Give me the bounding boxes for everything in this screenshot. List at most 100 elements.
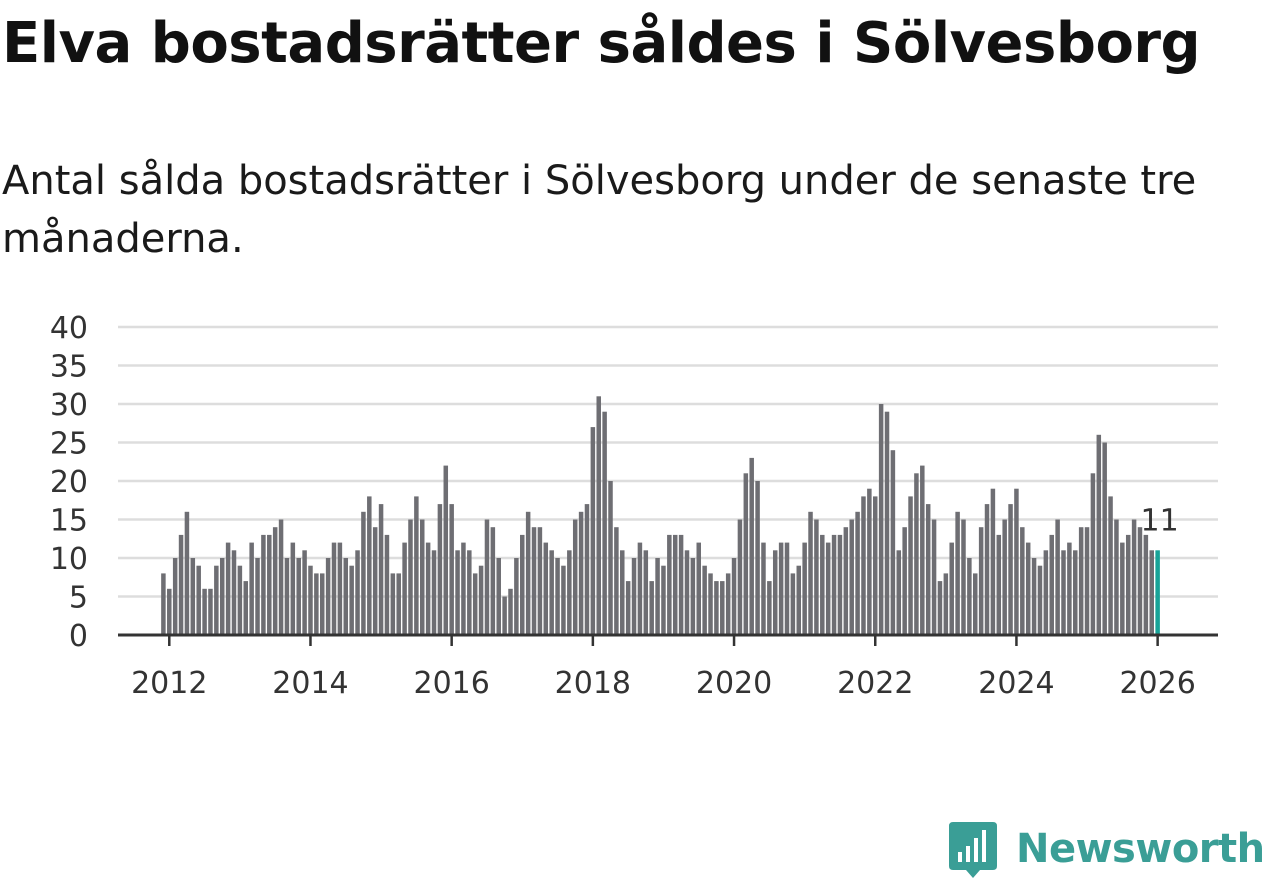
- bar: [219, 558, 225, 635]
- y-tick-label: 20: [50, 465, 88, 500]
- bar: [661, 565, 666, 635]
- newsworthy-logo[interactable]: Newsworthy: [948, 818, 1262, 880]
- bar: [608, 481, 613, 635]
- bar: [390, 573, 396, 635]
- bar: [837, 534, 843, 635]
- x-tick-label: 2024: [978, 666, 1054, 701]
- bar: [367, 496, 372, 635]
- bar: [784, 542, 790, 635]
- bar: [284, 558, 290, 635]
- x-axis-ticks: 2012 2014 2016 2018 2020 2022 2024 2026: [131, 635, 1196, 701]
- y-tick-label: 40: [50, 311, 88, 346]
- bar: [1143, 534, 1149, 635]
- bar: [737, 519, 743, 635]
- bar: [1084, 527, 1090, 635]
- bar: [1049, 534, 1054, 635]
- bar: [684, 550, 690, 635]
- bar: [631, 558, 637, 635]
- bar: [337, 542, 343, 635]
- bar: [531, 527, 537, 635]
- bar: [984, 504, 990, 635]
- bar: [296, 558, 301, 635]
- bar: [890, 450, 896, 635]
- bar: [820, 534, 825, 635]
- bar: [402, 542, 407, 635]
- bar: [1096, 434, 1102, 635]
- bar: [525, 511, 531, 635]
- bar: [1067, 542, 1072, 635]
- bar: [620, 550, 625, 635]
- bar: [872, 496, 878, 635]
- bar: [302, 550, 307, 635]
- bar: [343, 558, 349, 635]
- bar: [249, 542, 254, 635]
- bar: [637, 542, 643, 635]
- bar: [1125, 534, 1131, 635]
- bar: [1102, 442, 1107, 635]
- bar: [1025, 542, 1031, 635]
- bar: [931, 519, 937, 635]
- bar: [467, 550, 472, 635]
- bar: [461, 542, 466, 635]
- y-tick-label: 10: [50, 542, 88, 577]
- bar: [1073, 550, 1078, 635]
- bar: [425, 542, 431, 635]
- bar: [990, 488, 996, 635]
- bar: [702, 565, 707, 635]
- bar: [572, 519, 578, 635]
- bar: [290, 542, 296, 635]
- bar: [314, 573, 319, 635]
- bar: [761, 542, 766, 635]
- bar: [590, 427, 596, 635]
- bar: [749, 457, 754, 635]
- bar: [208, 588, 213, 635]
- bar: [1137, 527, 1143, 635]
- y-tick-label: 0: [69, 619, 88, 654]
- y-tick-label: 35: [50, 350, 88, 385]
- bar: [578, 511, 584, 635]
- bar: [555, 558, 560, 635]
- y-tick-label: 25: [50, 427, 88, 462]
- bar: [255, 558, 260, 635]
- bar: [925, 504, 931, 635]
- bar: [161, 573, 166, 635]
- bar: [514, 558, 519, 635]
- bar: [449, 504, 454, 635]
- bar: [614, 527, 619, 635]
- bar: [167, 588, 172, 635]
- bar: [543, 542, 549, 635]
- bar: [496, 558, 501, 635]
- bar: [896, 550, 902, 635]
- gridlines: [118, 325, 1218, 598]
- bar: [843, 527, 849, 635]
- x-tick-label: 2014: [272, 666, 348, 701]
- bar: [725, 573, 731, 635]
- bar: [625, 581, 631, 635]
- x-tick-label: 2016: [413, 666, 489, 701]
- bar: [414, 496, 419, 635]
- bar: [1043, 550, 1049, 635]
- bar: [202, 588, 207, 635]
- bar: [596, 396, 601, 635]
- bar: [902, 527, 907, 635]
- y-tick-label: 5: [69, 581, 88, 616]
- bar: [420, 519, 425, 635]
- bar: [1031, 558, 1037, 635]
- bar: [772, 550, 778, 635]
- bar: [996, 534, 1002, 635]
- bar: [237, 565, 243, 635]
- bar: [261, 534, 266, 635]
- bar: [814, 519, 819, 635]
- bar: [184, 511, 190, 635]
- bar: [378, 504, 384, 635]
- bar: [431, 550, 437, 635]
- x-tick-label: 2026: [1119, 666, 1195, 701]
- x-tick-label: 2020: [696, 666, 772, 701]
- brand-name: Newsworthy: [1016, 826, 1262, 872]
- bar: [914, 473, 919, 635]
- bars: [161, 396, 1160, 635]
- bar: [920, 465, 925, 635]
- bar: [225, 542, 231, 635]
